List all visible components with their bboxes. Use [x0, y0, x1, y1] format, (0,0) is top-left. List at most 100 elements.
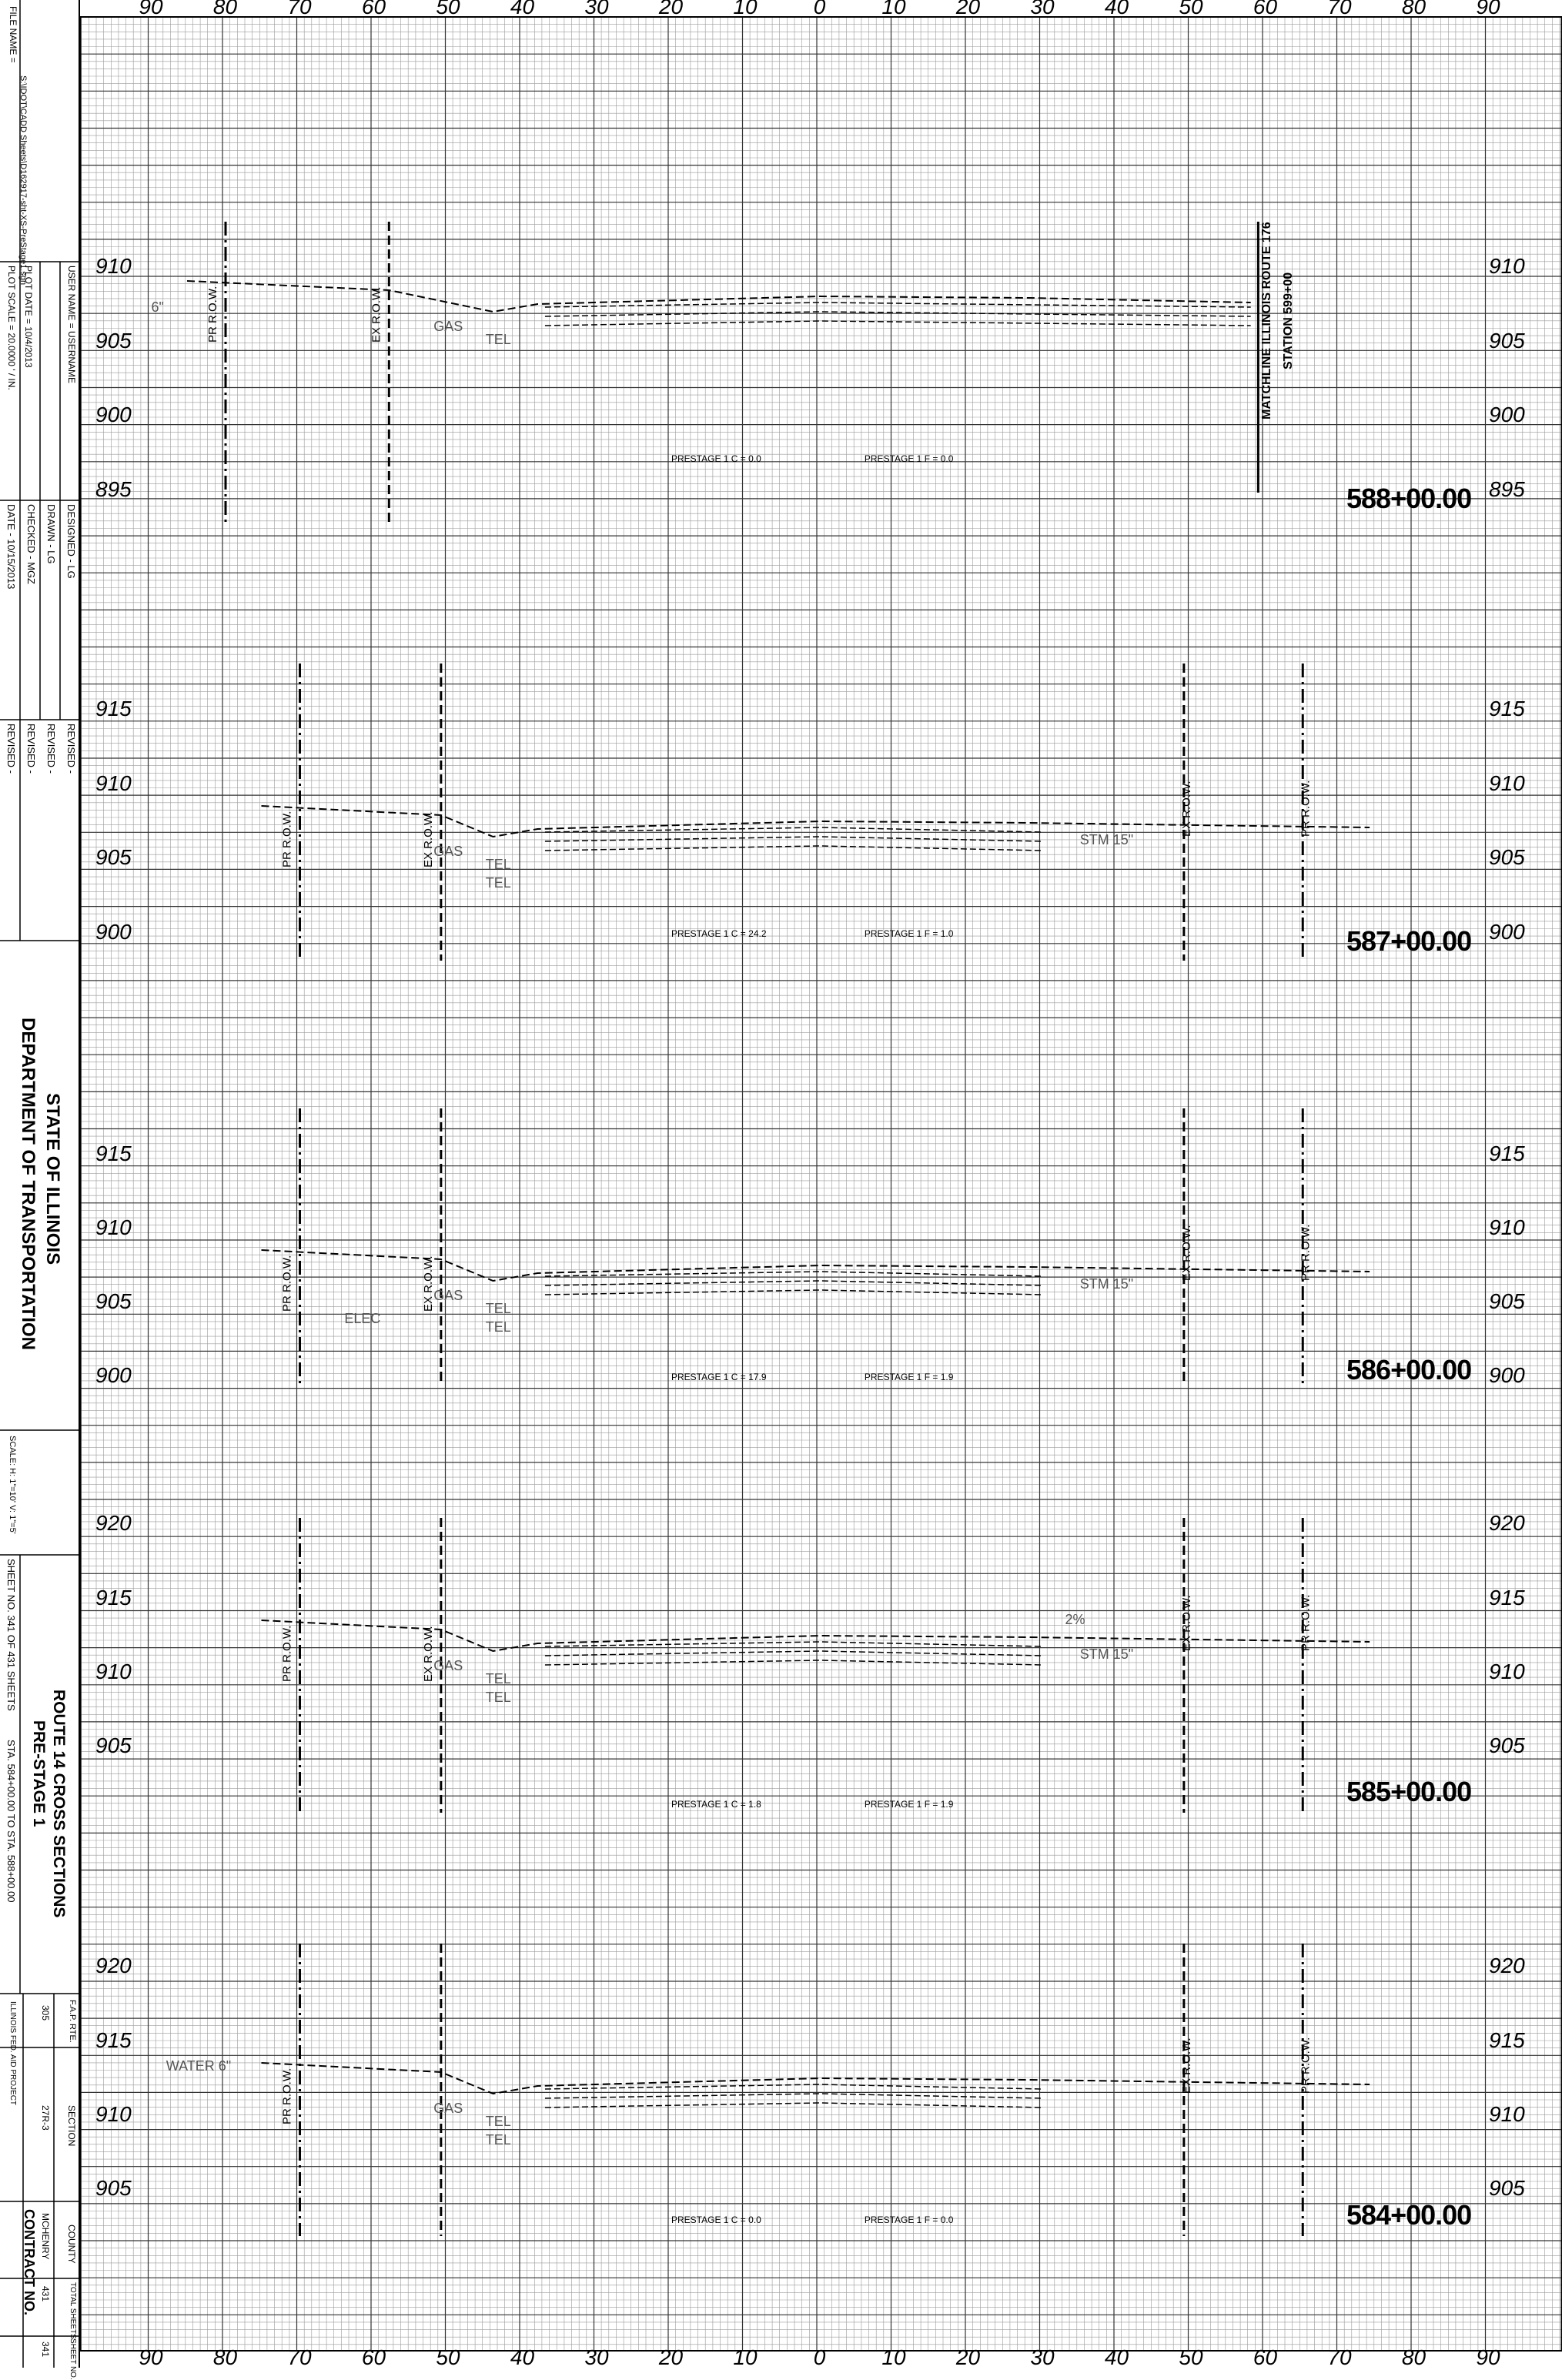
elevation-label-right: 910: [1489, 2102, 1525, 2126]
pavement-layer: [544, 845, 1043, 851]
offset-label-bottom: 80: [1402, 2345, 1427, 2368]
row-label: PR R.O.W.: [281, 811, 294, 867]
offset-label-top: 40: [1105, 0, 1129, 18]
drawn: DRAWN - LG: [45, 504, 57, 564]
county: MCHENRY: [40, 2213, 51, 2260]
offset-label-bottom: 20: [955, 2345, 981, 2368]
prestage-c: PRESTAGE 1 C = 17.9: [671, 1372, 767, 1382]
elevation-label-left: 920: [95, 1511, 132, 1535]
prestage-c: PRESTAGE 1 C = 0.0: [671, 2215, 761, 2225]
file-name: S:\IDOT\CADD Sheets\D162917-sht-XS-PreSt…: [18, 75, 28, 286]
major-grid: [80, 17, 1562, 2351]
offset-label-bottom: 10: [733, 2345, 758, 2368]
elevation-label-left: 900: [95, 920, 132, 944]
pavement-layer: [544, 836, 1043, 842]
utility-label: STM 15": [1080, 1646, 1133, 1662]
utility-label: TEL: [486, 1301, 511, 1316]
prestage-f: PRESTAGE 1 F = 0.0: [865, 453, 954, 464]
row-label: EX R.O.W.: [1180, 1595, 1193, 1651]
row-label: EX R.O.W.: [422, 1626, 435, 1682]
elevation-label-left: 905: [95, 1289, 132, 1313]
pavement-layer: [544, 320, 1251, 326]
elevation-label-left: 905: [95, 2176, 132, 2200]
offset-label-bottom: 50: [436, 2345, 460, 2368]
cross-section-sheet: 90 90 80 80 70 70 60 60 50 50 40 40 30 30 20 20 10 10 0 0 10…: [80, 0, 1562, 2368]
contract: CONTRACT NO.: [22, 2209, 37, 2315]
utility-label: ELEC: [344, 1311, 380, 1326]
row-label: PR R.O.W.: [281, 2068, 294, 2124]
fap-rte: 305: [40, 2005, 51, 2021]
row-label: EX R.O.W.: [1180, 2037, 1193, 2094]
row-label: EX R.O.W.: [422, 1255, 435, 1312]
elevation-label-right: 915: [1489, 1586, 1525, 1610]
utility-label: STM 15": [1080, 832, 1133, 847]
section: 27R-3: [40, 2105, 51, 2131]
title-block-lines: [0, 0, 80, 2368]
offset-label-bottom: 20: [658, 2345, 684, 2368]
utility-label: 2%: [1065, 1612, 1085, 1627]
offset-label-bottom: 40: [1105, 2345, 1129, 2368]
plot-scale: PLOT SCALE = 20.0000 ' / IN.: [6, 266, 17, 390]
pavement-layer: [544, 1641, 1043, 1647]
elevation-label-right: 900: [1489, 403, 1525, 426]
utility-label: GAS: [433, 1658, 463, 1673]
prestage-f: PRESTAGE 1 F = 1.9: [865, 1799, 954, 1810]
offset-label-bottom: 70: [287, 2345, 312, 2368]
scale: SCALE: H: 1"=10' V: 1"=5': [8, 1436, 17, 1534]
offset-label-bottom: 50: [1179, 2345, 1203, 2368]
offset-label-bottom: 90: [139, 2345, 163, 2368]
elevation-label-right: 900: [1489, 1363, 1525, 1387]
utility-label: 6": [152, 299, 164, 315]
file-name-label: FILE NAME =: [8, 6, 18, 63]
elevation-label-left: 910: [95, 1215, 132, 1239]
station-label: 584+00.00: [1346, 2199, 1471, 2231]
utility-label: TEL: [486, 2114, 511, 2129]
date: DATE - 10/15/2013: [5, 504, 17, 590]
elevation-label-left: 905: [95, 1733, 132, 1757]
elevation-label-left: 915: [95, 697, 132, 720]
row-label: EX R.O.W.: [1180, 781, 1193, 837]
prestage-c: PRESTAGE 1 C = 0.0: [671, 453, 761, 464]
offset-label-bottom: 90: [1476, 2345, 1500, 2368]
elevation-label-right: 905: [1489, 845, 1525, 869]
elevation-label-right: 900: [1489, 920, 1525, 944]
utility-label: STM 15": [1080, 1276, 1133, 1292]
pavement-layer: [544, 1289, 1043, 1295]
offset-label-top: 20: [955, 0, 981, 18]
existing-ground-profile: [261, 805, 1370, 838]
elevation-label-left: 895: [95, 477, 132, 501]
elevation-label-right: 920: [1489, 1511, 1525, 1535]
utility-label: GAS: [433, 2101, 463, 2116]
offset-label-top: 70: [287, 0, 312, 18]
pavement-layer: [544, 311, 1251, 317]
existing-ground-profile: [261, 1620, 1370, 1653]
utility-label: GAS: [433, 1288, 463, 1303]
user-name: USER NAME = USERNAME: [66, 266, 77, 384]
elevation-label-right: 905: [1489, 2176, 1525, 2200]
sheet: 341: [40, 2342, 51, 2358]
section-label: SECTION: [66, 2105, 77, 2147]
checked: CHECKED - MGZ: [25, 504, 37, 584]
sheet-title-line1: ROUTE 14 CROSS SECTIONS: [50, 1690, 68, 1918]
row-label: EX R.O.W.: [1180, 2037, 1193, 2094]
row-label: PR R.O.W.: [1299, 781, 1312, 837]
row-label: PR R.O.W.: [1299, 2037, 1312, 2094]
offset-label-bottom: 70: [1327, 2345, 1352, 2368]
station-label: 588+00.00: [1346, 483, 1471, 514]
sheet-no: SHEET NO. 341 OF 431 SHEETS: [5, 1559, 17, 1711]
pavement-layer: [544, 1271, 1043, 1277]
elevation-label-left: 905: [95, 845, 132, 869]
offset-label-top: 80: [1402, 0, 1427, 18]
fed-aid: ILLINOIS FED. AID PROJECT: [8, 2001, 17, 2106]
existing-ground-profile: [186, 280, 1251, 313]
agency-line2: DEPARTMENT OF TRANSPORTATION: [18, 1018, 38, 1350]
existing-ground-profile: [261, 2062, 1370, 2095]
sheet-border: [80, 16, 1562, 2352]
station-label: 586+00.00: [1346, 1354, 1471, 1386]
row-label: PR R.O.W.: [281, 1255, 294, 1312]
elevation-label-right: 915: [1489, 1142, 1525, 1165]
offset-label-top: 10: [733, 0, 758, 18]
offset-label-bottom: 60: [1253, 2345, 1278, 2368]
elevation-label-right: 905: [1489, 1733, 1525, 1757]
elevation-label-left: 905: [95, 329, 132, 353]
